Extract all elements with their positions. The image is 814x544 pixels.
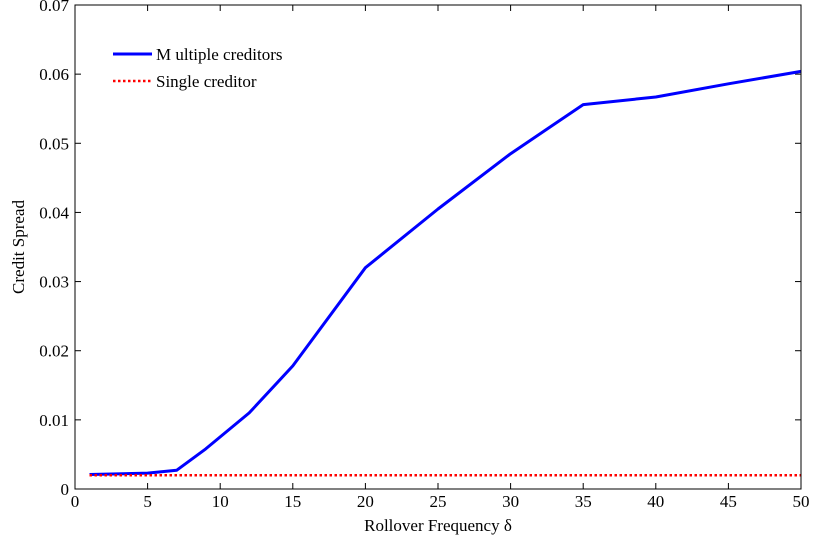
x-tick-label: 35 <box>575 492 592 511</box>
x-tick-label: 45 <box>720 492 737 511</box>
y-tick-label: 0.07 <box>39 0 69 15</box>
axis-ticks <box>74 4 802 490</box>
y-tick-label: 0.01 <box>39 411 69 430</box>
x-tick-label: 30 <box>502 492 519 511</box>
x-tick-label: 50 <box>793 492 810 511</box>
x-tick-label: 10 <box>212 492 229 511</box>
legend-label-2: Single creditor <box>156 72 257 91</box>
legend: M ultiple creditors Single creditor <box>113 45 283 91</box>
series-line-1 <box>89 69 802 476</box>
y-tick-label: 0.02 <box>39 342 69 361</box>
plot-area <box>75 5 801 489</box>
x-tick-label: 15 <box>284 492 301 511</box>
x-tick-label: 20 <box>357 492 374 511</box>
y-axis-label: Credit Spread <box>9 200 28 294</box>
tick-labels: 0 5 10 15 20 25 30 35 40 45 50 0 0.01 0.02 0.03 0.04 0.0… <box>39 0 809 511</box>
plot-frame <box>74 4 802 490</box>
series-layer <box>89 69 802 477</box>
y-tick-label: 0 <box>61 480 70 499</box>
x-tick-label: 40 <box>647 492 664 511</box>
x-tick-label: 5 <box>143 492 152 511</box>
x-tick-label: 0 <box>71 492 80 511</box>
y-tick-label: 0.06 <box>39 65 69 84</box>
y-tick-label: 0.03 <box>39 273 69 292</box>
x-tick-label: 25 <box>430 492 447 511</box>
y-tick-label: 0.04 <box>39 203 69 222</box>
y-tick-label: 0.05 <box>39 134 69 153</box>
x-axis-label: Rollover Frequency δ <box>364 516 512 535</box>
legend-label-1: M ultiple creditors <box>156 45 283 64</box>
